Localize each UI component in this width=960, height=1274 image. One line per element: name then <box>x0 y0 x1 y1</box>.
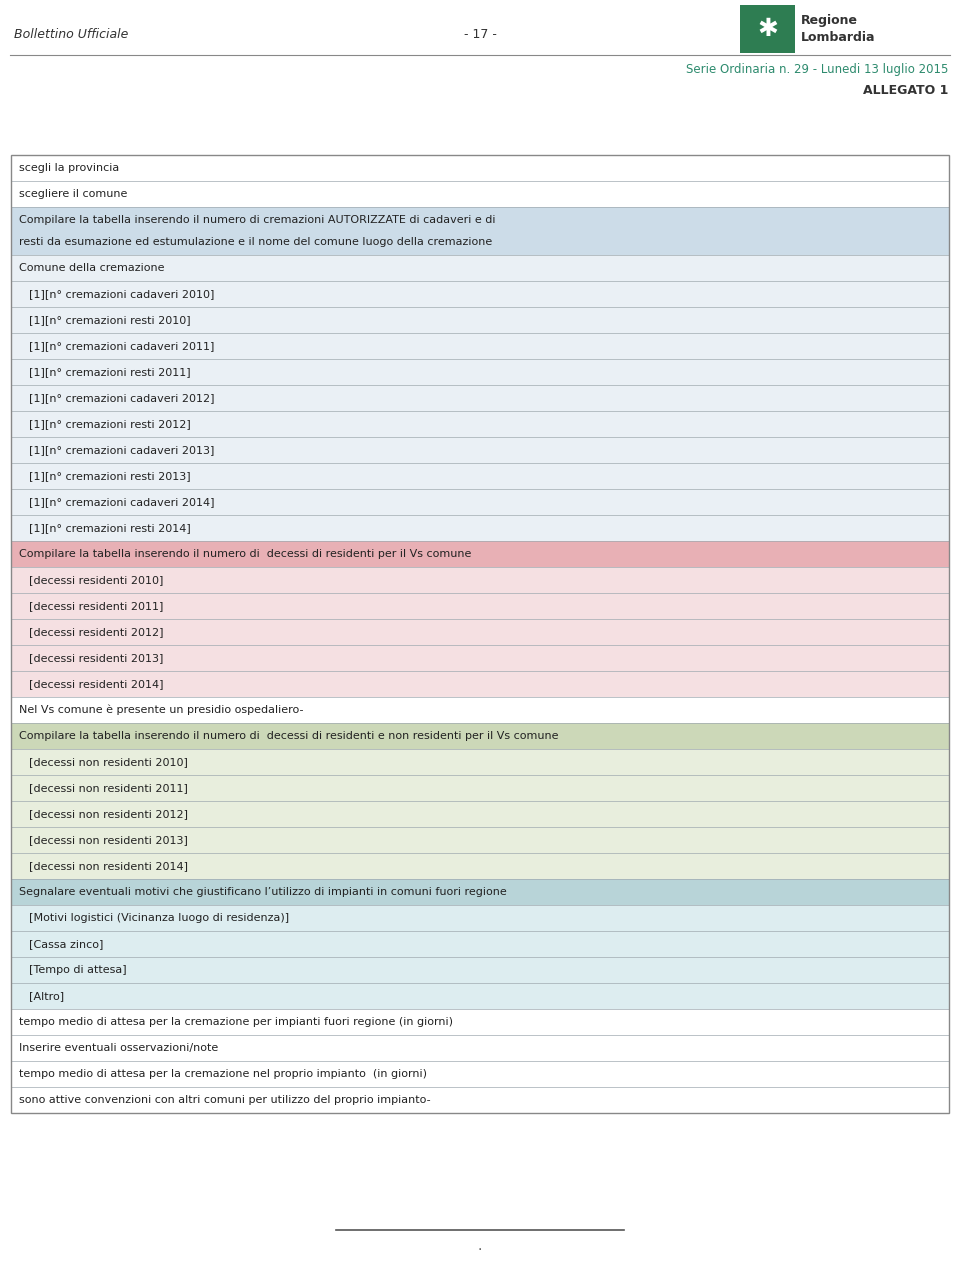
Bar <box>11 645 949 671</box>
Text: [1][n° cremazioni cadaveri 2011]: [1][n° cremazioni cadaveri 2011] <box>29 341 214 352</box>
Text: [1][n° cremazioni cadaveri 2012]: [1][n° cremazioni cadaveri 2012] <box>29 392 214 403</box>
Bar <box>11 724 949 749</box>
Text: [1][n° cremazioni resti 2014]: [1][n° cremazioni resti 2014] <box>29 524 191 533</box>
Text: Serie Ordinaria n. 29 - Lunedi 13 luglio 2015: Serie Ordinaria n. 29 - Lunedi 13 luglio… <box>685 64 948 76</box>
Text: [decessi residenti 2014]: [decessi residenti 2014] <box>29 679 163 689</box>
Text: [decessi residenti 2013]: [decessi residenti 2013] <box>29 654 163 662</box>
Text: [1][n° cremazioni resti 2011]: [1][n° cremazioni resti 2011] <box>29 367 191 377</box>
Bar <box>11 931 949 957</box>
Text: [decessi non residenti 2014]: [decessi non residenti 2014] <box>29 861 188 871</box>
Bar <box>11 155 949 1113</box>
Bar <box>11 515 949 541</box>
Text: scegliere il comune: scegliere il comune <box>19 189 128 199</box>
Bar <box>11 307 949 333</box>
Bar <box>11 801 949 827</box>
Text: tempo medio di attesa per la cremazione nel proprio impianto  (in giorni): tempo medio di attesa per la cremazione … <box>19 1069 427 1079</box>
Text: [decessi non residenti 2013]: [decessi non residenti 2013] <box>29 834 188 845</box>
Bar <box>11 412 949 437</box>
Text: Lombardia: Lombardia <box>801 31 876 45</box>
Text: Compilare la tabella inserendo il numero di  decessi di residenti e non resident: Compilare la tabella inserendo il numero… <box>19 731 559 741</box>
Text: [1][n° cremazioni cadaveri 2010]: [1][n° cremazioni cadaveri 2010] <box>29 289 214 299</box>
Text: [1][n° cremazioni resti 2013]: [1][n° cremazioni resti 2013] <box>29 471 191 482</box>
Bar <box>11 671 949 697</box>
Text: tempo medio di attesa per la cremazione per impianti fuori regione (in giorni): tempo medio di attesa per la cremazione … <box>19 1017 453 1027</box>
Text: [1][n° cremazioni resti 2012]: [1][n° cremazioni resti 2012] <box>29 419 191 429</box>
Bar <box>11 333 949 359</box>
Text: [Cassa zinco]: [Cassa zinco] <box>29 939 104 949</box>
Text: [Tempo di attesa]: [Tempo di attesa] <box>29 964 127 975</box>
Text: [decessi residenti 2011]: [decessi residenti 2011] <box>29 601 163 612</box>
Bar <box>11 619 949 645</box>
Text: sono attive convenzioni con altri comuni per utilizzo del proprio impianto-: sono attive convenzioni con altri comuni… <box>19 1094 431 1105</box>
Bar <box>11 984 949 1009</box>
Bar <box>11 282 949 307</box>
Text: [1][n° cremazioni cadaveri 2014]: [1][n° cremazioni cadaveri 2014] <box>29 497 214 507</box>
Bar <box>11 854 949 879</box>
Bar <box>11 462 949 489</box>
Bar <box>11 181 949 206</box>
Bar <box>11 957 949 984</box>
Bar <box>11 206 949 255</box>
Bar <box>11 879 949 905</box>
Text: [decessi non residenti 2010]: [decessi non residenti 2010] <box>29 757 188 767</box>
Text: Compilare la tabella inserendo il numero di cremazioni AUTORIZZATE di cadaveri e: Compilare la tabella inserendo il numero… <box>19 215 495 225</box>
Bar <box>11 489 949 515</box>
Bar <box>11 359 949 385</box>
Bar <box>11 567 949 592</box>
Bar <box>11 1009 949 1034</box>
Bar <box>11 1087 949 1113</box>
Bar <box>11 592 949 619</box>
Text: [decessi residenti 2012]: [decessi residenti 2012] <box>29 627 163 637</box>
Text: .: . <box>478 1240 482 1254</box>
Text: ALLEGATO 1: ALLEGATO 1 <box>863 84 948 97</box>
Text: [1][n° cremazioni resti 2010]: [1][n° cremazioni resti 2010] <box>29 315 191 325</box>
Text: scegli la provincia: scegli la provincia <box>19 163 119 173</box>
Bar <box>11 749 949 775</box>
Bar <box>11 437 949 462</box>
Bar <box>11 155 949 181</box>
Bar <box>11 1034 949 1061</box>
Bar <box>11 827 949 854</box>
Text: [decessi residenti 2010]: [decessi residenti 2010] <box>29 575 163 585</box>
Text: Compilare la tabella inserendo il numero di  decessi di residenti per il Vs comu: Compilare la tabella inserendo il numero… <box>19 549 471 559</box>
Text: [decessi non residenti 2011]: [decessi non residenti 2011] <box>29 784 188 792</box>
Text: [Altro]: [Altro] <box>29 991 64 1001</box>
Text: [1][n° cremazioni cadaveri 2013]: [1][n° cremazioni cadaveri 2013] <box>29 445 214 455</box>
Text: Bollettino Ufficiale: Bollettino Ufficiale <box>14 28 129 42</box>
Text: [decessi non residenti 2012]: [decessi non residenti 2012] <box>29 809 188 819</box>
Bar <box>11 697 949 724</box>
Text: - 17 -: - 17 - <box>464 28 496 42</box>
Text: Nel Vs comune è presente un presidio ospedaliero-: Nel Vs comune è presente un presidio osp… <box>19 705 303 715</box>
Bar <box>11 905 949 931</box>
Bar <box>11 775 949 801</box>
Text: Comune della cremazione: Comune della cremazione <box>19 262 164 273</box>
Text: [Motivi logistici (Vicinanza luogo di residenza)]: [Motivi logistici (Vicinanza luogo di re… <box>29 913 289 922</box>
Bar <box>740 5 795 54</box>
Bar <box>11 1061 949 1087</box>
Text: resti da esumazione ed estumulazione e il nome del comune luogo della cremazione: resti da esumazione ed estumulazione e i… <box>19 237 492 247</box>
Bar <box>11 255 949 282</box>
Text: Inserire eventuali osservazioni/note: Inserire eventuali osservazioni/note <box>19 1043 218 1054</box>
Text: ✱: ✱ <box>757 17 778 41</box>
Text: Regione: Regione <box>801 14 858 27</box>
Text: Segnalare eventuali motivi che giustificano l’utilizzo di impianti in comuni fuo: Segnalare eventuali motivi che giustific… <box>19 887 507 897</box>
Bar <box>11 385 949 412</box>
Bar <box>11 541 949 567</box>
